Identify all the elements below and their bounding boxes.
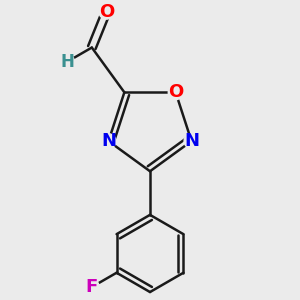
Text: O: O	[168, 83, 183, 101]
Text: N: N	[101, 132, 116, 150]
Text: N: N	[184, 132, 199, 150]
Circle shape	[184, 134, 199, 148]
Circle shape	[85, 280, 99, 294]
Circle shape	[99, 4, 114, 19]
Text: H: H	[60, 53, 74, 71]
Circle shape	[101, 134, 116, 148]
Text: F: F	[86, 278, 98, 296]
Circle shape	[60, 54, 74, 69]
Circle shape	[168, 85, 183, 100]
Text: O: O	[99, 3, 114, 21]
